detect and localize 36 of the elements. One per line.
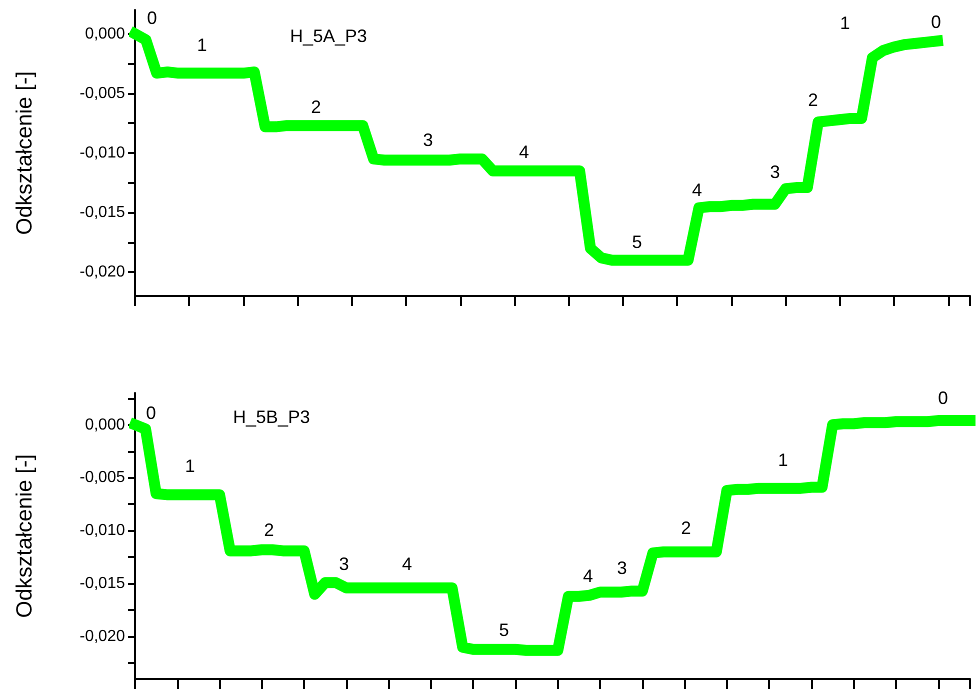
annotation: 3 [338, 554, 350, 574]
annotation: 4 [692, 180, 702, 200]
annotation: 5 [632, 232, 642, 252]
annotation: 2 [264, 520, 274, 540]
annotation: 2 [310, 97, 322, 117]
annotation: 4 [582, 566, 594, 586]
y-tick-label: -0,010 [80, 522, 126, 540]
text: H_5B_P3 [233, 407, 310, 427]
annotation: 3 [616, 558, 628, 578]
annotation: 4 [518, 142, 530, 162]
annotation: 0 [146, 8, 158, 28]
annotation: 0 [146, 403, 156, 423]
y-axis-title: Odkształcenie [-] [12, 71, 36, 235]
y-tick-label: -0,005 [80, 84, 126, 102]
y-axis-title: Odkształcenie [-] [12, 454, 36, 618]
y-tick-label: -0,020 [80, 264, 126, 281]
y-tick-label: -0,005 [80, 469, 126, 486]
annotation: 3 [770, 162, 780, 182]
annotation: 5 [498, 620, 510, 640]
annotation: 1 [196, 35, 208, 55]
y-tick-label: 0,000 [84, 416, 126, 434]
annotation: 1 [184, 456, 196, 476]
annotation: 0 [930, 12, 942, 32]
y-tick-label: -0,015 [80, 575, 126, 592]
annotation: 4 [402, 554, 412, 574]
y-tick-label: -0,015 [80, 204, 126, 222]
annotation: 2 [808, 90, 818, 110]
y-tick-label: -0,010 [80, 144, 126, 162]
y-tick-label: 0,000 [84, 25, 126, 42]
annotation: 3 [422, 130, 434, 150]
annotation: 0 [938, 388, 948, 408]
text: H_5A_P3 [290, 26, 368, 46]
annotation: 1 [778, 450, 788, 470]
y-tick-label: -0,020 [80, 628, 126, 646]
annotation: 1 [840, 13, 850, 33]
annotation: 2 [680, 518, 692, 538]
